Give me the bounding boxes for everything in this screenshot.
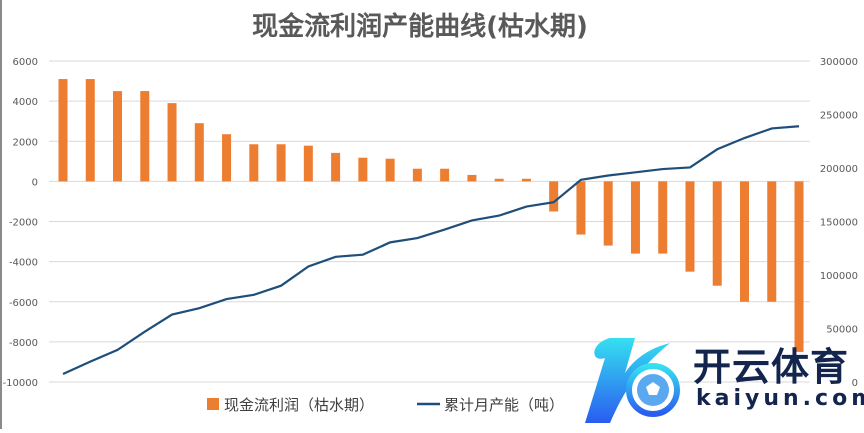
bar: [713, 181, 722, 285]
left-tick-label: -6000: [9, 298, 38, 309]
legend-bar-swatch: [207, 398, 219, 410]
right-tick-label: 300000: [820, 57, 858, 68]
bar: [59, 79, 68, 181]
bar: [495, 179, 504, 182]
bar: [658, 181, 667, 253]
bar: [549, 181, 558, 211]
bar: [168, 103, 177, 181]
left-tick-label: 6000: [13, 57, 38, 68]
bars: [59, 79, 804, 352]
bar: [413, 169, 422, 182]
bar: [249, 144, 258, 181]
left-tick-label: -10000: [3, 378, 38, 389]
right-tick-label: 200000: [820, 164, 858, 175]
legend: 现金流利润（枯水期） 累计月产能（吨）: [207, 396, 564, 414]
bar: [440, 169, 449, 182]
bar: [467, 175, 476, 181]
right-tick-label: 150000: [820, 218, 858, 229]
bar: [277, 144, 286, 181]
chart-title: 现金流利润产能曲线(枯水期): [252, 11, 588, 42]
bar: [795, 181, 804, 352]
right-tick-label: 100000: [820, 271, 858, 282]
bar: [331, 153, 340, 181]
bar: [685, 181, 694, 271]
left-tick-label: -4000: [9, 258, 38, 269]
kaiyun-logo: 开云体育 kaiyun.com: [580, 328, 860, 429]
logo-text-en: kaiyun.com: [696, 386, 864, 411]
left-tick-label: 0: [32, 177, 38, 188]
bar: [140, 91, 149, 181]
bar: [222, 134, 231, 181]
left-tick-label: 2000: [13, 137, 38, 148]
bar: [358, 158, 367, 182]
bar: [576, 181, 585, 234]
legend-bar-label: 现金流利润（枯水期）: [224, 396, 374, 414]
bar: [740, 181, 749, 301]
bar: [604, 181, 613, 245]
logo-text-cn: 开云体育: [693, 336, 849, 391]
left-tick-label: 4000: [13, 97, 38, 108]
left-tick-label: -2000: [9, 218, 38, 229]
bar: [304, 146, 313, 182]
bar: [631, 181, 640, 253]
bar: [767, 181, 776, 301]
left-tick-label: -8000: [9, 338, 38, 349]
bar: [522, 179, 531, 182]
bar: [86, 79, 95, 181]
logo-k-icon: [580, 328, 690, 429]
bar: [195, 123, 204, 181]
right-tick-label: 250000: [820, 111, 858, 122]
left-axis-ticks: 6000 4000 2000 0 -2000 -4000 -6000 -8000 -10000: [3, 57, 38, 389]
bar: [386, 159, 395, 182]
bar: [113, 91, 122, 181]
legend-line-label: 累计月产能（吨）: [444, 396, 564, 414]
